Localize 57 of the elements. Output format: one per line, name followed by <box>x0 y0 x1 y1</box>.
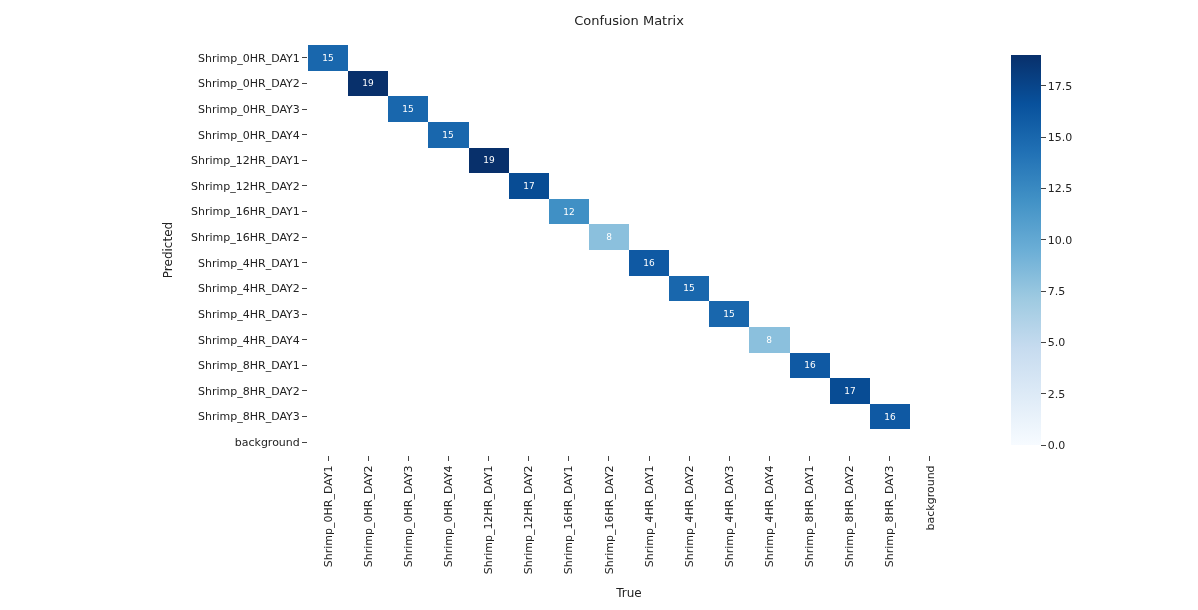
data-label: 17 <box>844 386 856 397</box>
x-tick-label: Shrimp_12HR_DAY1 <box>482 465 496 575</box>
data-label: 15 <box>322 53 334 64</box>
x-axis-title: True <box>615 586 642 601</box>
color-bar-label: 2.5 <box>1047 387 1066 401</box>
data-label: 15 <box>723 309 735 320</box>
color-bar-label: 12.5 <box>1047 182 1073 196</box>
y-tick-label: background <box>234 436 300 450</box>
y-tick-label: Shrimp_4HR_DAY4 <box>197 333 300 347</box>
data-label: 19 <box>362 78 374 89</box>
x-tick-label: Shrimp_8HR_DAY1 <box>803 465 817 568</box>
y-tick-label: Shrimp_16HR_DAY2 <box>190 231 300 245</box>
y-tick-label: Shrimp_8HR_DAY2 <box>197 384 300 398</box>
x-tick-label: Shrimp_4HR_DAY2 <box>682 465 696 568</box>
x-tick-label: Shrimp_12HR_DAY2 <box>522 465 536 575</box>
color-bar-label: 5.0 <box>1047 336 1066 350</box>
x-tick-label: Shrimp_4HR_DAY1 <box>642 465 656 568</box>
y-axis-title: Predicted <box>161 221 176 279</box>
x-tick-label: Shrimp_16HR_DAY1 <box>562 465 576 575</box>
x-tick-label: Shrimp_0HR_DAY4 <box>442 465 456 568</box>
data-label: 17 <box>523 181 535 192</box>
x-tick-label: Shrimp_0HR_DAY3 <box>401 465 415 568</box>
y-tick-label: Shrimp_12HR_DAY1 <box>190 154 300 168</box>
data-label: 15 <box>402 104 414 115</box>
data-label: 8 <box>606 232 613 243</box>
color-bar-label: 0.0 <box>1047 438 1066 452</box>
color-bar-label: 17.5 <box>1047 79 1073 93</box>
data-label: 16 <box>884 412 896 423</box>
data-label: 12 <box>563 207 575 218</box>
y-tick-label: Shrimp_0HR_DAY4 <box>197 128 300 142</box>
y-tick-label: Shrimp_12HR_DAY2 <box>190 179 300 193</box>
x-tick-label: Shrimp_8HR_DAY3 <box>883 465 897 568</box>
data-label: 15 <box>442 130 454 141</box>
chart-title: Confusion Matrix <box>574 12 685 28</box>
x-tick-label: Shrimp_4HR_DAY4 <box>763 465 777 568</box>
color-bar-label: 10.0 <box>1047 233 1073 247</box>
y-tick-label: Shrimp_8HR_DAY3 <box>197 410 300 424</box>
y-tick-label: Shrimp_8HR_DAY1 <box>197 359 300 373</box>
y-tick-label: Shrimp_0HR_DAY3 <box>197 102 300 116</box>
data-label: 16 <box>643 258 655 269</box>
y-tick-label: Shrimp_0HR_DAY2 <box>197 77 300 91</box>
color-bar-label: 15.0 <box>1047 130 1073 144</box>
x-tick-label: Shrimp_0HR_DAY2 <box>361 465 375 568</box>
data-label: 15 <box>683 283 695 294</box>
data-label: 16 <box>804 360 816 371</box>
y-tick-label: Shrimp_0HR_DAY1 <box>197 51 300 65</box>
data-label: 19 <box>483 155 495 166</box>
y-tick-label: Shrimp_4HR_DAY2 <box>197 282 300 296</box>
x-tick-label: Shrimp_16HR_DAY2 <box>602 465 616 575</box>
y-tick-label: Shrimp_4HR_DAY3 <box>197 307 300 321</box>
y-tick-label: Shrimp_16HR_DAY1 <box>190 205 300 219</box>
x-tick-label: Shrimp_8HR_DAY2 <box>843 465 857 568</box>
color-bar-label: 7.5 <box>1047 284 1066 298</box>
x-tick-label: Shrimp_4HR_DAY3 <box>722 465 736 568</box>
y-tick-label: Shrimp_4HR_DAY1 <box>197 256 300 270</box>
x-tick-label: background <box>923 465 937 531</box>
data-label: 8 <box>766 335 773 346</box>
